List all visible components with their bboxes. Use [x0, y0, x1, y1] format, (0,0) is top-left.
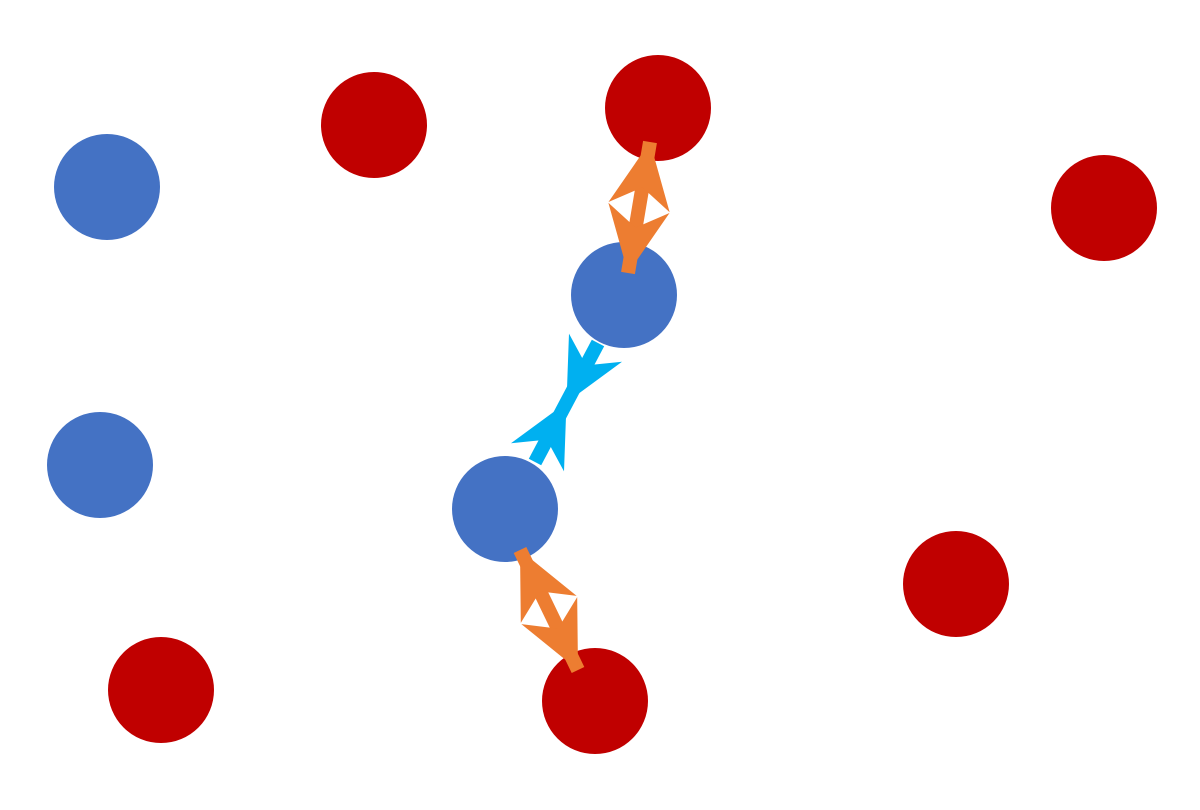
node-red-6: [542, 648, 648, 754]
node-red-5: [108, 637, 214, 743]
node-red-1: [321, 72, 427, 178]
node-blue-2: [47, 412, 153, 518]
node-blue-3: [571, 242, 677, 348]
attract-arrow-blue-3-blue-4: [510, 333, 623, 472]
node-blue-1: [54, 134, 160, 240]
node-blue-4: [452, 456, 558, 562]
node-red-4: [903, 531, 1009, 637]
node-red-3: [1051, 155, 1157, 261]
repel-arrow-red-2-blue-3: [608, 140, 670, 275]
node-red-2: [605, 55, 711, 161]
repel-arrow-blue-4-red-6: [513, 546, 585, 674]
